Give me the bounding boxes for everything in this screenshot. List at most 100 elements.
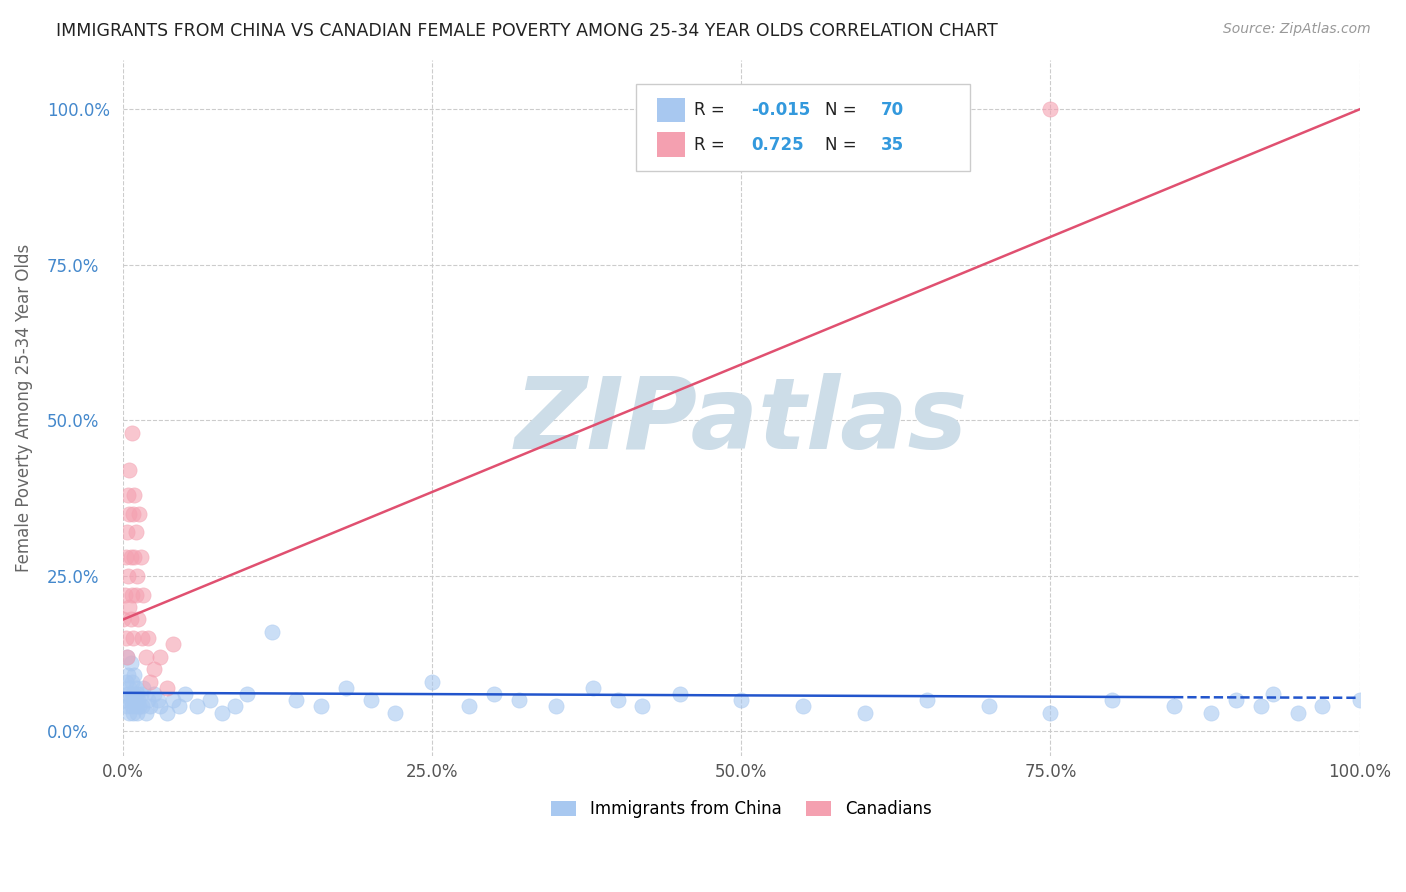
Point	[124, 681, 146, 695]
Point	[122, 631, 145, 645]
Point	[121, 699, 143, 714]
Point	[915, 693, 938, 707]
Point	[853, 706, 876, 720]
Point	[211, 706, 233, 720]
Point	[1286, 706, 1309, 720]
Point	[977, 699, 1000, 714]
Point	[285, 693, 308, 707]
Point	[114, 674, 136, 689]
Point	[136, 693, 159, 707]
Point	[122, 687, 145, 701]
FancyBboxPatch shape	[658, 132, 685, 157]
Point	[198, 693, 221, 707]
Point	[360, 693, 382, 707]
Point	[129, 687, 152, 701]
Point	[149, 649, 172, 664]
Point	[139, 674, 162, 689]
Point	[309, 699, 332, 714]
Point	[149, 699, 172, 714]
Text: 35: 35	[882, 136, 904, 153]
Point	[115, 699, 138, 714]
Point	[120, 550, 142, 565]
Text: -0.015: -0.015	[751, 101, 810, 119]
Point	[186, 699, 208, 714]
Point	[131, 699, 153, 714]
Point	[136, 631, 159, 645]
Point	[260, 624, 283, 639]
Point	[121, 674, 143, 689]
Point	[124, 668, 146, 682]
Point	[236, 687, 259, 701]
Point	[1312, 699, 1334, 714]
Point	[132, 588, 155, 602]
Point	[792, 699, 814, 714]
Point	[117, 687, 139, 701]
Point	[162, 637, 184, 651]
Point	[124, 588, 146, 602]
Point	[117, 569, 139, 583]
Point	[508, 693, 530, 707]
Point	[112, 612, 135, 626]
Point	[1348, 693, 1371, 707]
Point	[124, 525, 146, 540]
Point	[1225, 693, 1247, 707]
Point	[114, 588, 136, 602]
Text: ZIPatlas: ZIPatlas	[515, 374, 967, 470]
Point	[167, 699, 190, 714]
Text: R =: R =	[695, 136, 730, 153]
Point	[155, 706, 177, 720]
Point	[122, 706, 145, 720]
Point	[120, 612, 142, 626]
Point	[114, 550, 136, 565]
Point	[124, 693, 146, 707]
Point	[114, 631, 136, 645]
Point	[420, 674, 443, 689]
Point	[127, 693, 149, 707]
Text: N =: N =	[825, 101, 862, 119]
Point	[120, 656, 142, 670]
Point	[124, 699, 146, 714]
Point	[125, 706, 148, 720]
Point	[606, 693, 628, 707]
Text: 70: 70	[882, 101, 904, 119]
Point	[115, 525, 138, 540]
Text: R =: R =	[695, 101, 730, 119]
Point	[146, 693, 169, 707]
Point	[544, 699, 567, 714]
Point	[118, 681, 141, 695]
Point	[139, 699, 162, 714]
Point	[1199, 706, 1222, 720]
Point	[118, 463, 141, 477]
Point	[125, 687, 148, 701]
Point	[121, 425, 143, 440]
Point	[120, 693, 142, 707]
Point	[174, 687, 197, 701]
Point	[135, 649, 157, 664]
Point	[131, 631, 153, 645]
Y-axis label: Female Poverty Among 25-34 Year Olds: Female Poverty Among 25-34 Year Olds	[15, 244, 32, 572]
Text: N =: N =	[825, 136, 862, 153]
Point	[384, 706, 406, 720]
Point	[1261, 687, 1284, 701]
FancyBboxPatch shape	[658, 97, 685, 122]
Point	[482, 687, 505, 701]
Point	[124, 550, 146, 565]
Point	[155, 681, 177, 695]
Point	[118, 706, 141, 720]
Point	[335, 681, 357, 695]
Point	[1163, 699, 1185, 714]
Point	[118, 599, 141, 614]
Text: 0.725: 0.725	[751, 136, 804, 153]
Point	[128, 507, 150, 521]
Text: IMMIGRANTS FROM CHINA VS CANADIAN FEMALE POVERTY AMONG 25-34 YEAR OLDS CORRELATI: IMMIGRANTS FROM CHINA VS CANADIAN FEMALE…	[56, 22, 998, 40]
Point	[1101, 693, 1123, 707]
Point	[114, 693, 136, 707]
Point	[121, 588, 143, 602]
Point	[128, 699, 150, 714]
Point	[143, 662, 166, 676]
Point	[129, 550, 152, 565]
Point	[582, 681, 605, 695]
Point	[1039, 706, 1062, 720]
Point	[631, 699, 654, 714]
Point	[1039, 103, 1062, 117]
